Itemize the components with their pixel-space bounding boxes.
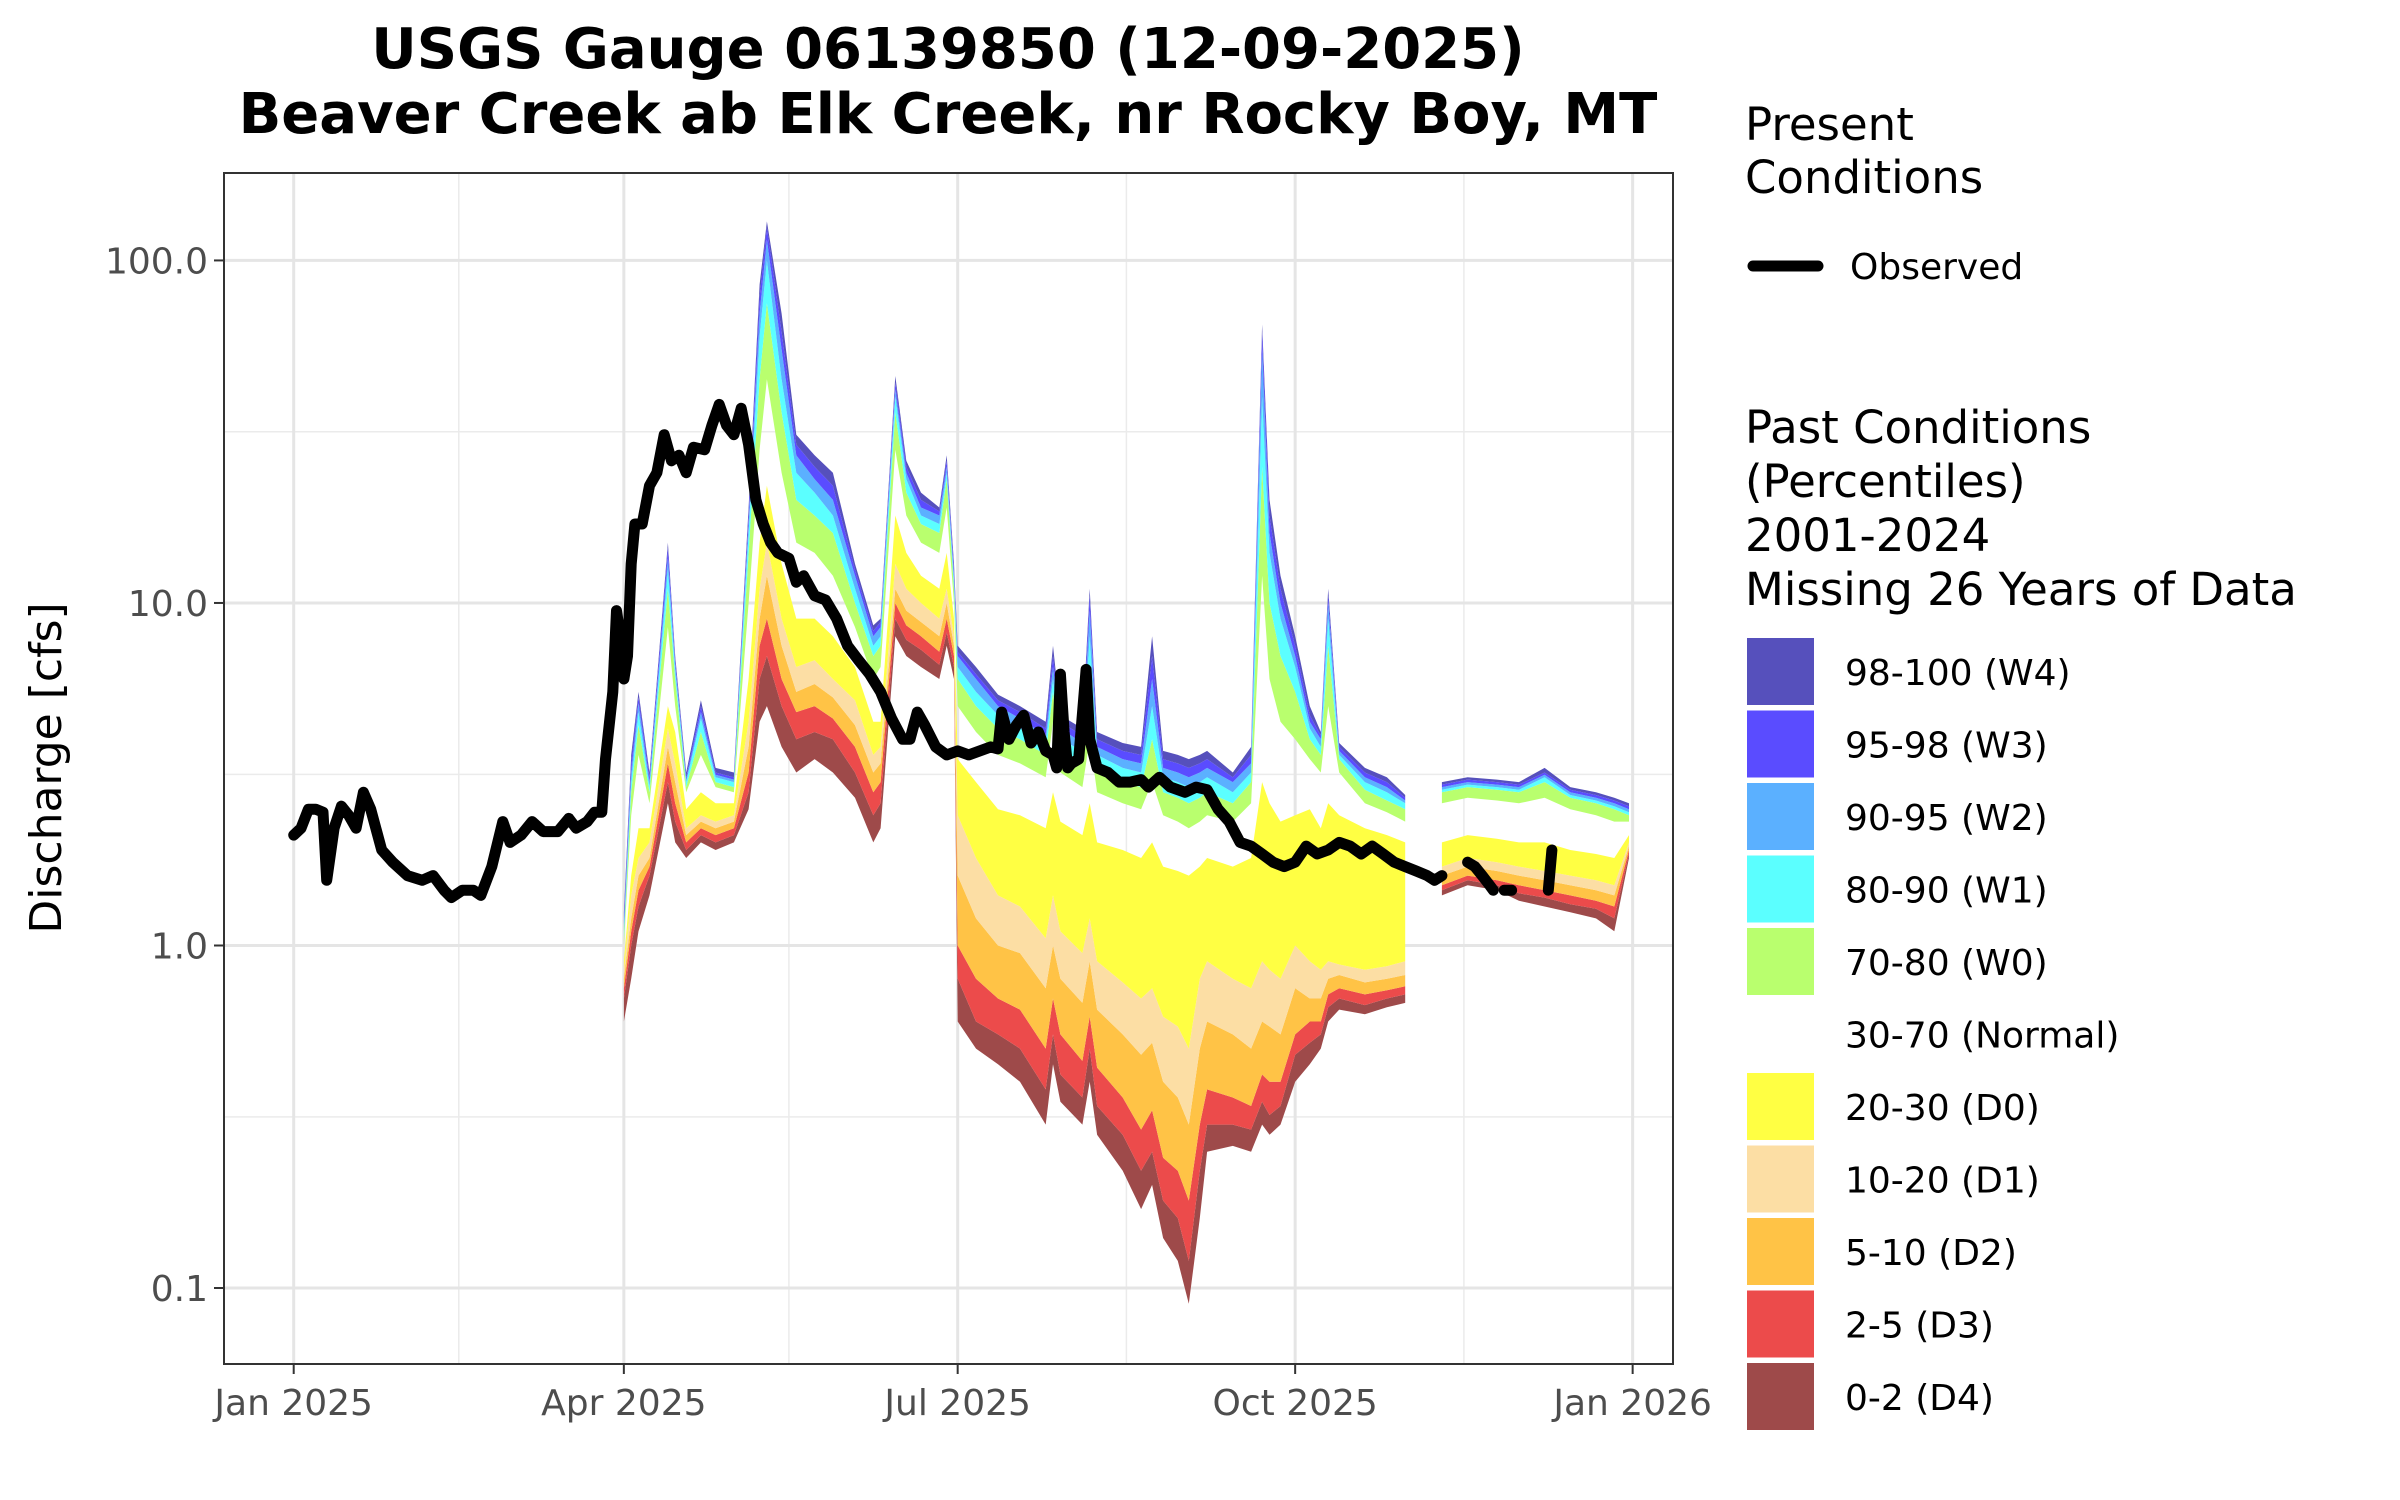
legend-item-label: 95-98 (W3) [1845,726,2048,767]
y-axis-ticks: 0.1 1.0 10.0 100.0 [105,241,224,1310]
band-10-20-d1 [623,542,1406,1125]
legend-present-title-line: Conditions [1745,151,1983,204]
legend-swatch [1747,638,1814,705]
legend-item-label: 10-20 (D1) [1845,1161,2040,1202]
observed-line [1542,844,1558,896]
band-10-20-d1 [1441,842,1629,896]
band-20-30-d0 [1441,835,1629,886]
legend-swatch [1747,1218,1814,1285]
band-2-5-d3 [623,603,1406,1261]
legend-item-label: 30-70 (Normal) [1845,1016,2119,1057]
chart-subtitle: Beaver Creek ab Elk Creek, nr Rocky Boy,… [239,82,1658,147]
legend-observed-label: Observed [1850,247,2023,288]
chart-title-group: USGS Gauge 06139850 (12-09-2025) Beaver … [239,17,1658,147]
legend-swatch [1747,783,1814,850]
band-0-2-d4 [1441,854,1629,932]
band-95-98-w3 [1441,772,1629,810]
legend-item-label: 70-80 (W0) [1845,943,2048,984]
chart-title: USGS Gauge 06139850 (12-09-2025) [371,17,1524,82]
band-2-5-d3 [1441,850,1629,919]
legend-swatch [1747,1363,1814,1430]
x-tick-label: Apr 2025 [541,1383,706,1424]
observed-line [288,398,1448,904]
legend-item-label: 90-95 (W2) [1845,798,2048,839]
legend-swatch [1747,928,1814,995]
band-5-10-d2 [1441,846,1629,907]
legend-swatch [1747,855,1814,923]
band-5-10-d2 [623,575,1406,1201]
x-tick-label: Jan 2026 [1551,1383,1712,1424]
band-80-90-w1 [1441,777,1629,816]
legend-swatch [1747,1073,1814,1140]
legend-item-label: 80-90 (W1) [1845,871,2048,912]
y-tick-label: 10.0 [128,584,208,625]
observed-series [288,398,1558,904]
legend-swatch [1747,1145,1814,1213]
y-tick-label: 1.0 [151,926,208,967]
legend-item-label: 2-5 (D3) [1845,1306,1994,1347]
band-90-95-w2 [1441,774,1629,813]
legend-item-label: 20-30 (D0) [1845,1088,2040,1129]
x-axis-ticks: Jan 2025 Apr 2025 Jul 2025 Oct 2025 Jan 2026 [212,1364,1712,1424]
x-tick-label: Jul 2025 [882,1383,1031,1424]
band-20-30-d0 [623,485,1406,1049]
plot-panel [224,173,1673,1364]
x-tick-label: Oct 2025 [1213,1383,1378,1424]
legend-item-label: 5-10 (D2) [1845,1233,2017,1274]
legend-past-conditions: Past Conditions(Percentiles)2001-2024Mis… [1745,401,2297,1430]
legend-present-title-line: Present [1745,98,1914,151]
y-tick-label: 0.1 [151,1269,208,1310]
legend-swatch [1747,710,1814,778]
x-tick-label: Jan 2025 [212,1383,373,1424]
legend-past-title-line: Past Conditions [1745,401,2091,454]
band-70-80-w0 [1441,782,1629,822]
legend-past-title-line: 2001-2024 [1745,509,1990,562]
plot-border [223,172,1674,1365]
y-axis-title: Discharge [cfs] [21,602,72,933]
y-tick-label: 100.0 [105,241,208,282]
band-0-2-d4 [623,618,1406,1304]
observed-line [1462,856,1499,896]
legend-item-label: 0-2 (D4) [1845,1378,1994,1419]
legend-swatch [1747,1290,1814,1358]
legend-item-label: 98-100 (W4) [1845,653,2071,694]
legend-past-title-line: Missing 26 Years of Data [1745,563,2297,616]
percentile-bands [623,221,1629,1304]
legend-past-title-line: (Percentiles) [1745,455,2026,508]
band-98-100-w4 [1441,767,1629,807]
